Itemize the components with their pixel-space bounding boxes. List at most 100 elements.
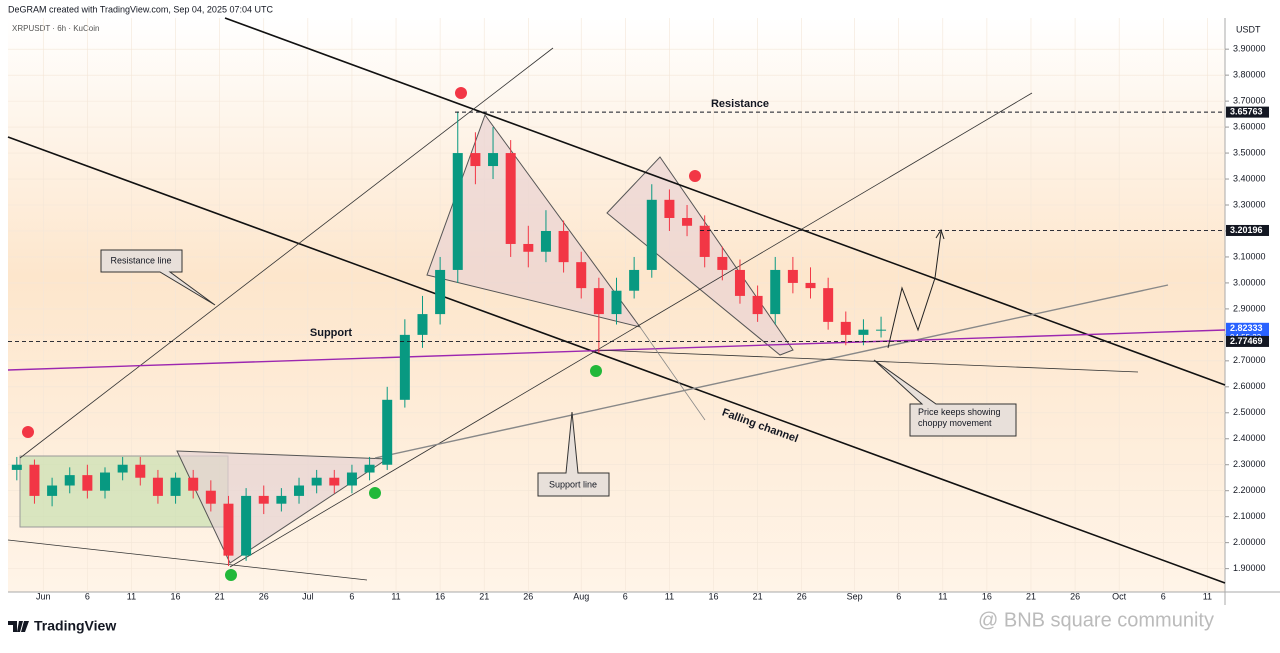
candle-body	[540, 230, 551, 252]
candle-body	[223, 503, 234, 556]
x-tick-label: 26	[259, 591, 269, 601]
y-tick-label: 3.90000	[1233, 44, 1266, 54]
candle-body	[82, 475, 93, 491]
footer: TradingView @ BNB square community	[8, 609, 1214, 634]
x-tick-label: Sep	[847, 591, 863, 601]
label: Support	[310, 327, 352, 339]
x-tick-label: 26	[523, 591, 533, 601]
x-tick-label: 21	[479, 591, 489, 601]
candle-body	[29, 464, 40, 496]
candle-body	[558, 230, 569, 263]
candle-body	[699, 225, 710, 257]
label: Resistance	[711, 98, 769, 110]
candle-body	[188, 477, 199, 491]
candle-body	[505, 153, 516, 244]
x-tick-label: Jul	[302, 591, 314, 601]
x-tick-label: 16	[435, 591, 445, 601]
candle-body	[876, 329, 887, 331]
purple-line	[7, 329, 1226, 371]
candle-body	[452, 153, 463, 270]
candle-body	[382, 399, 393, 465]
y-unit: USDT	[1236, 24, 1261, 34]
candle-body	[205, 490, 216, 504]
candle-body	[329, 477, 340, 486]
callout-text: Resistance line	[110, 255, 171, 265]
y-tick-label: 2.10000	[1233, 511, 1266, 521]
candle-body	[135, 464, 146, 478]
candle-body	[258, 495, 269, 504]
callout-text: Support line	[549, 479, 597, 489]
callout-text: Price keeps showing choppy movement	[918, 407, 1001, 428]
candle-body	[276, 495, 287, 504]
y-tick-label: 3.60000	[1233, 121, 1266, 131]
candle-body	[823, 288, 834, 322]
candle-body	[523, 243, 534, 252]
watermark: @ BNB square community	[978, 609, 1214, 631]
x-tick-label: 6	[623, 591, 628, 601]
candle-body	[664, 199, 675, 218]
x-tick-label: Jun	[36, 591, 51, 601]
x-tick-label: 6	[349, 591, 354, 601]
candle-body	[47, 485, 58, 496]
symbol: XRPUSDT · 6h · KuCoin	[12, 24, 99, 33]
candle-body	[170, 477, 181, 496]
candle-body	[241, 495, 252, 556]
x-tick-label: 11	[391, 591, 400, 601]
price-label: 2.77469	[1230, 336, 1263, 346]
x-tick-label: 21	[1026, 591, 1036, 601]
projection-arrow	[935, 228, 945, 240]
top-dot	[22, 426, 34, 438]
bottom-dot	[369, 487, 381, 499]
y-tick-label: 3.00000	[1233, 277, 1266, 287]
candle-body	[346, 472, 357, 486]
price-label: 3.20196	[1230, 225, 1263, 235]
candle-body	[805, 282, 816, 289]
trend-line	[594, 349, 1139, 373]
candle-body	[100, 472, 111, 491]
price-label-bg	[1226, 224, 1269, 236]
candle-body	[787, 269, 798, 283]
x-tick-label: 11	[1203, 591, 1212, 601]
candle-body	[64, 475, 75, 486]
callout-box	[100, 249, 216, 306]
bottom-dot	[590, 365, 602, 377]
price-label-bg	[1226, 335, 1269, 347]
brand: TradingView	[34, 618, 116, 634]
x-tick-label: 21	[215, 591, 225, 601]
y-tick-label: 2.30000	[1233, 459, 1266, 469]
x-tick-label: 11	[127, 591, 136, 601]
x-tick-label: 16	[982, 591, 992, 601]
y-tick-label: 2.20000	[1233, 485, 1266, 495]
x-tick-label: 16	[708, 591, 718, 601]
candle-body	[470, 153, 481, 167]
candle-body	[364, 464, 375, 473]
candle-body	[752, 295, 763, 315]
support-trend	[374, 284, 1169, 459]
candle-body	[488, 153, 499, 167]
header: DeGRAM created with TradingView.com, Sep…	[8, 4, 273, 14]
candle-body	[294, 485, 305, 496]
candle-body	[682, 217, 693, 226]
y-tick-label: 2.00000	[1233, 537, 1266, 547]
y-tick-label: 1.90000	[1233, 563, 1266, 573]
price-label-bg	[1226, 106, 1269, 118]
channel-line	[7, 136, 1226, 584]
candle-body	[858, 329, 869, 335]
candle-body	[593, 288, 604, 315]
trend-line	[19, 47, 554, 459]
x-tick-label: 16	[171, 591, 181, 601]
x-tick-label: 26	[1070, 591, 1080, 601]
candle-body	[734, 269, 745, 296]
candle-body	[717, 256, 728, 270]
callout-box	[873, 359, 1017, 437]
candle-body	[417, 314, 428, 335]
projection	[887, 231, 942, 349]
y-tick-label: 3.30000	[1233, 199, 1266, 209]
candle-body	[770, 269, 781, 315]
candle-body	[117, 464, 128, 473]
top-dot	[455, 87, 467, 99]
candle-body	[435, 269, 446, 315]
candle-body	[152, 477, 163, 496]
y-tick-label: 2.90000	[1233, 303, 1266, 313]
